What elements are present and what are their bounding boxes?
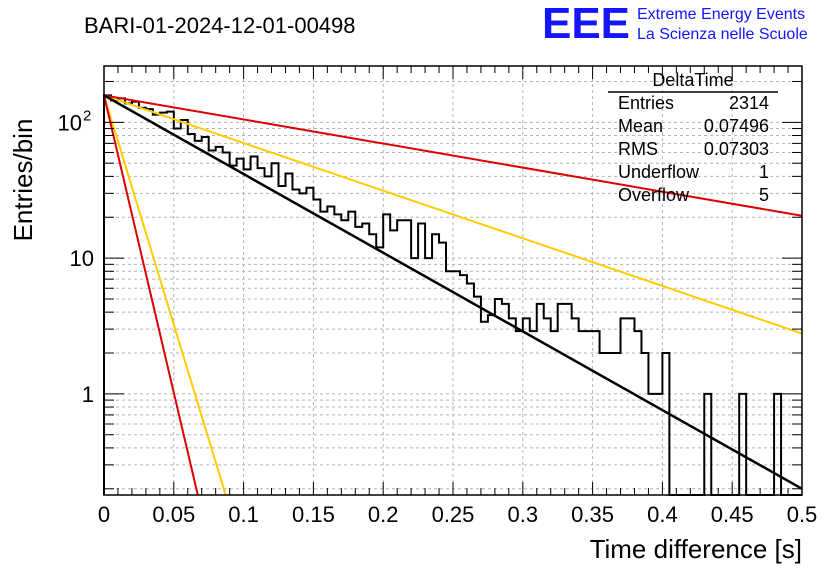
logo-mark: EEE [542,0,630,48]
stats-label: Overflow [618,185,690,205]
x-tick-label: 0.15 [292,502,335,527]
histogram [103,94,802,496]
y-tick-label: 10 [58,110,82,135]
x-tick-label: 0 [98,502,110,527]
axis-ticks [103,66,803,495]
fit-curves [104,94,802,495]
x-tick-label: 0.05 [152,502,195,527]
x-tick-label: 0.4 [647,502,678,527]
y-tick-exponent: 2 [83,107,91,124]
x-tick-label: 0.1 [228,502,259,527]
eee-logo: EEE Extreme Energy Events La Scienza nel… [542,0,808,48]
x-tick-label: 0.35 [571,502,614,527]
fit-black-fit [104,94,802,490]
stats-label: Mean [618,116,663,136]
stats-rows: Entries 2314 Mean 0.07496 RMS 0.07303Underflo… [618,93,769,205]
stats-value: 0.07303 [704,139,769,159]
stats-value: 2314 [729,93,769,113]
fit-red-slow [104,94,802,217]
logo-line2: La Scienza nelle Scuole [637,26,808,43]
fit-red-fast [104,95,199,495]
logo-line1: Extreme Energy Events [637,6,805,23]
y-tick-label: 1 [82,382,94,407]
stats-box: DeltaTime Entries 2314 Mean 0.07496 RMS 0.073… [608,70,778,205]
stats-value: 1 [759,162,769,182]
x-axis-title: Time difference [s] [590,534,802,564]
y-axis-title: Entries/bin [8,119,38,242]
stats-value: 0.07496 [704,116,769,136]
stats-title: DeltaTime [652,70,733,90]
x-tick-label: 0.25 [432,502,475,527]
chart-title: BARI-01-2024-12-01-00498 [84,13,356,38]
tick-labels: 0 0.05 0.1 0.15 0.2 0.25 0.3 0.35 0.4 0.45 0.5 1 10 1… [58,107,818,527]
stats-label: Entries [618,93,674,113]
fit-orange-fast [104,95,227,495]
stats-value: 5 [759,185,769,205]
histogram-outline [103,94,802,496]
fit-orange-slow [104,94,802,335]
y-tick-label: 10 [70,246,94,271]
x-tick-label: 0.2 [368,502,399,527]
x-tick-label: 0.3 [508,502,539,527]
x-tick-label: 0.45 [711,502,754,527]
stats-label: Underflow [618,162,700,182]
x-tick-label: 0.5 [787,502,818,527]
stats-label: RMS [618,139,658,159]
